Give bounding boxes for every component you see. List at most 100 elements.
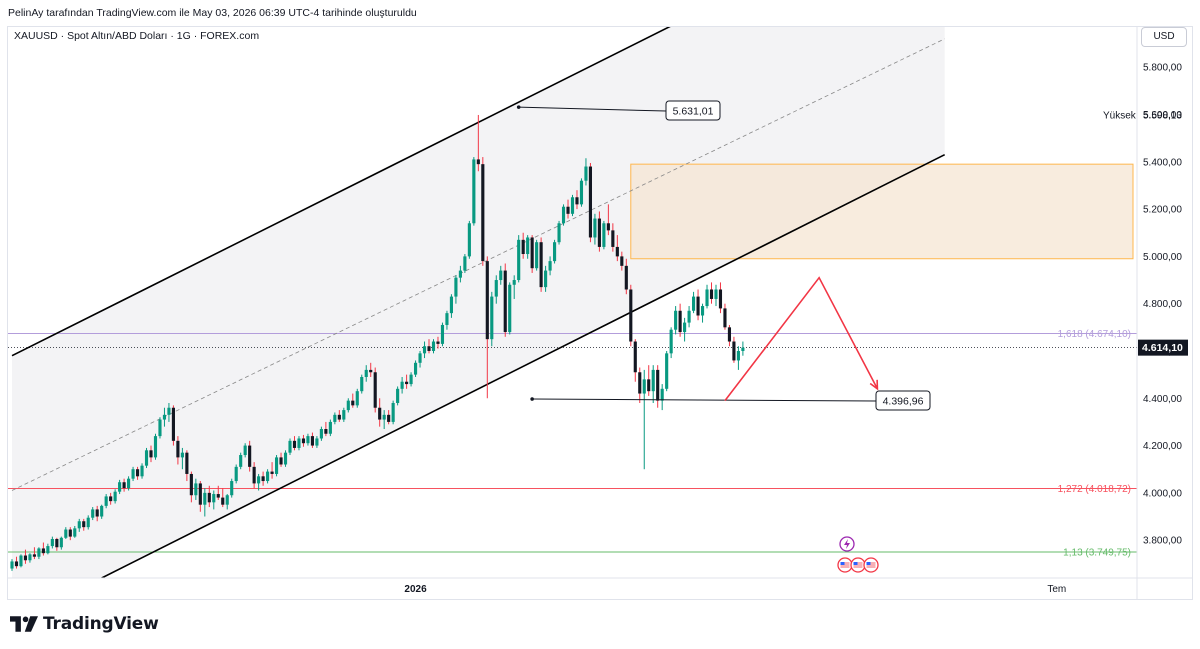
candle-body bbox=[131, 469, 135, 479]
candle bbox=[579, 178, 584, 207]
candle bbox=[149, 445, 153, 463]
candle bbox=[413, 360, 418, 377]
candle bbox=[405, 374, 409, 389]
candle bbox=[651, 365, 655, 404]
candle bbox=[705, 284, 709, 309]
candle-body bbox=[37, 548, 41, 557]
candle bbox=[140, 463, 144, 479]
candle-body bbox=[606, 223, 610, 231]
candle bbox=[189, 471, 193, 503]
symbol-title[interactable]: XAUUSD · Spot Altın/ABD Doları · 1G · FO… bbox=[14, 30, 260, 42]
candle-body bbox=[700, 306, 705, 316]
candle-body bbox=[198, 483, 202, 505]
candle-body bbox=[342, 410, 346, 420]
candle bbox=[638, 367, 642, 404]
candle bbox=[539, 237, 543, 292]
candle bbox=[436, 336, 440, 349]
candle bbox=[400, 376, 404, 394]
candle bbox=[252, 462, 256, 489]
candle-body bbox=[409, 374, 413, 385]
tradingview-logo[interactable]: TradingView bbox=[10, 614, 159, 634]
candle bbox=[198, 481, 202, 512]
currency-button[interactable]: USD bbox=[1141, 27, 1187, 47]
candle-body bbox=[445, 313, 449, 325]
candle bbox=[171, 405, 175, 446]
candle-body bbox=[176, 440, 180, 458]
candle-body bbox=[647, 379, 651, 392]
candle-body bbox=[683, 322, 687, 333]
candle bbox=[55, 537, 59, 551]
channel-lower-line bbox=[101, 153, 946, 578]
candle bbox=[342, 407, 346, 422]
us-flag-stripes-icon bbox=[853, 562, 863, 568]
candle-body bbox=[239, 455, 243, 467]
candle-body bbox=[50, 538, 54, 547]
candle bbox=[64, 527, 68, 539]
candle-body bbox=[140, 465, 144, 477]
candle bbox=[270, 462, 274, 479]
candle bbox=[82, 518, 86, 531]
candle-body bbox=[158, 419, 162, 437]
candle bbox=[288, 438, 292, 456]
candle-body bbox=[32, 554, 36, 557]
candle-body bbox=[535, 242, 539, 269]
candle-body bbox=[521, 239, 525, 255]
candle bbox=[46, 543, 50, 555]
candle bbox=[59, 536, 63, 550]
candle-body bbox=[55, 538, 59, 548]
candle-body bbox=[620, 256, 624, 266]
candle-body bbox=[494, 280, 498, 297]
candle-body bbox=[602, 223, 606, 247]
candle-body bbox=[467, 223, 471, 257]
y-tick-label: 3.800,00 bbox=[1143, 536, 1182, 547]
candle-body bbox=[225, 495, 229, 505]
candle bbox=[10, 559, 14, 571]
candle bbox=[561, 204, 566, 226]
candle bbox=[239, 452, 243, 470]
candle bbox=[274, 455, 279, 477]
candle bbox=[292, 436, 297, 451]
candle bbox=[23, 549, 28, 564]
candle-body bbox=[301, 438, 306, 444]
candle-body bbox=[512, 280, 516, 285]
y-tick-label: 4.800,00 bbox=[1143, 299, 1182, 310]
high-value-label: 5.598,13 bbox=[1143, 110, 1182, 121]
candle bbox=[207, 485, 211, 508]
us-flag-stripes-icon bbox=[866, 562, 876, 568]
candle bbox=[427, 339, 431, 354]
callout-label-0: 5.631,01 bbox=[673, 106, 714, 118]
candle-body bbox=[727, 327, 732, 342]
candle bbox=[665, 350, 669, 392]
candle-body bbox=[557, 223, 561, 243]
candle-body bbox=[508, 284, 512, 333]
candle-body bbox=[14, 561, 19, 567]
candle-body bbox=[723, 308, 727, 328]
candle-body bbox=[526, 237, 530, 255]
candle bbox=[104, 494, 108, 509]
candle bbox=[530, 235, 534, 273]
candle-body bbox=[422, 346, 427, 354]
candle-body bbox=[144, 450, 149, 466]
candle-body bbox=[23, 555, 28, 561]
candle-body bbox=[642, 379, 646, 394]
candle bbox=[131, 466, 135, 482]
candle-body bbox=[584, 166, 588, 181]
candle bbox=[185, 450, 189, 482]
candle bbox=[328, 419, 332, 437]
candle-body bbox=[544, 270, 548, 288]
candle-body bbox=[709, 289, 714, 299]
candle bbox=[297, 436, 301, 451]
candle bbox=[691, 291, 696, 314]
candle-body bbox=[194, 483, 198, 496]
candle-body bbox=[355, 391, 359, 406]
candle-body bbox=[324, 429, 328, 434]
candle-body bbox=[297, 438, 301, 448]
candle-body bbox=[337, 414, 341, 420]
candle-body bbox=[77, 521, 81, 529]
candle-body bbox=[113, 491, 117, 502]
candle-body bbox=[91, 509, 95, 518]
candle-body bbox=[638, 372, 642, 394]
callout-anchor-0 bbox=[516, 105, 521, 109]
candle bbox=[176, 436, 180, 465]
